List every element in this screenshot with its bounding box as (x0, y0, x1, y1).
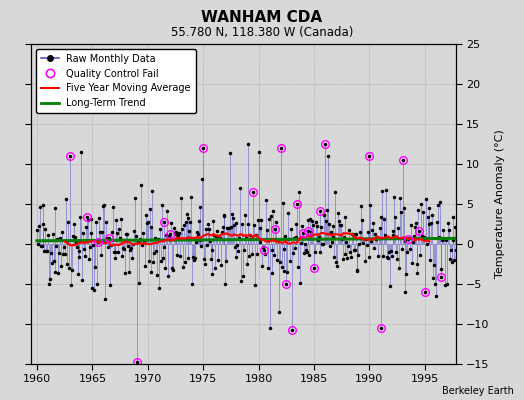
Y-axis label: Temperature Anomaly (°C): Temperature Anomaly (°C) (495, 130, 505, 278)
Text: Berkeley Earth: Berkeley Earth (442, 386, 514, 396)
Text: 55.780 N, 118.380 W (Canada): 55.780 N, 118.380 W (Canada) (171, 26, 353, 39)
Legend: Raw Monthly Data, Quality Control Fail, Five Year Moving Average, Long-Term Tren: Raw Monthly Data, Quality Control Fail, … (36, 49, 196, 113)
Text: WANHAM CDA: WANHAM CDA (201, 10, 323, 25)
